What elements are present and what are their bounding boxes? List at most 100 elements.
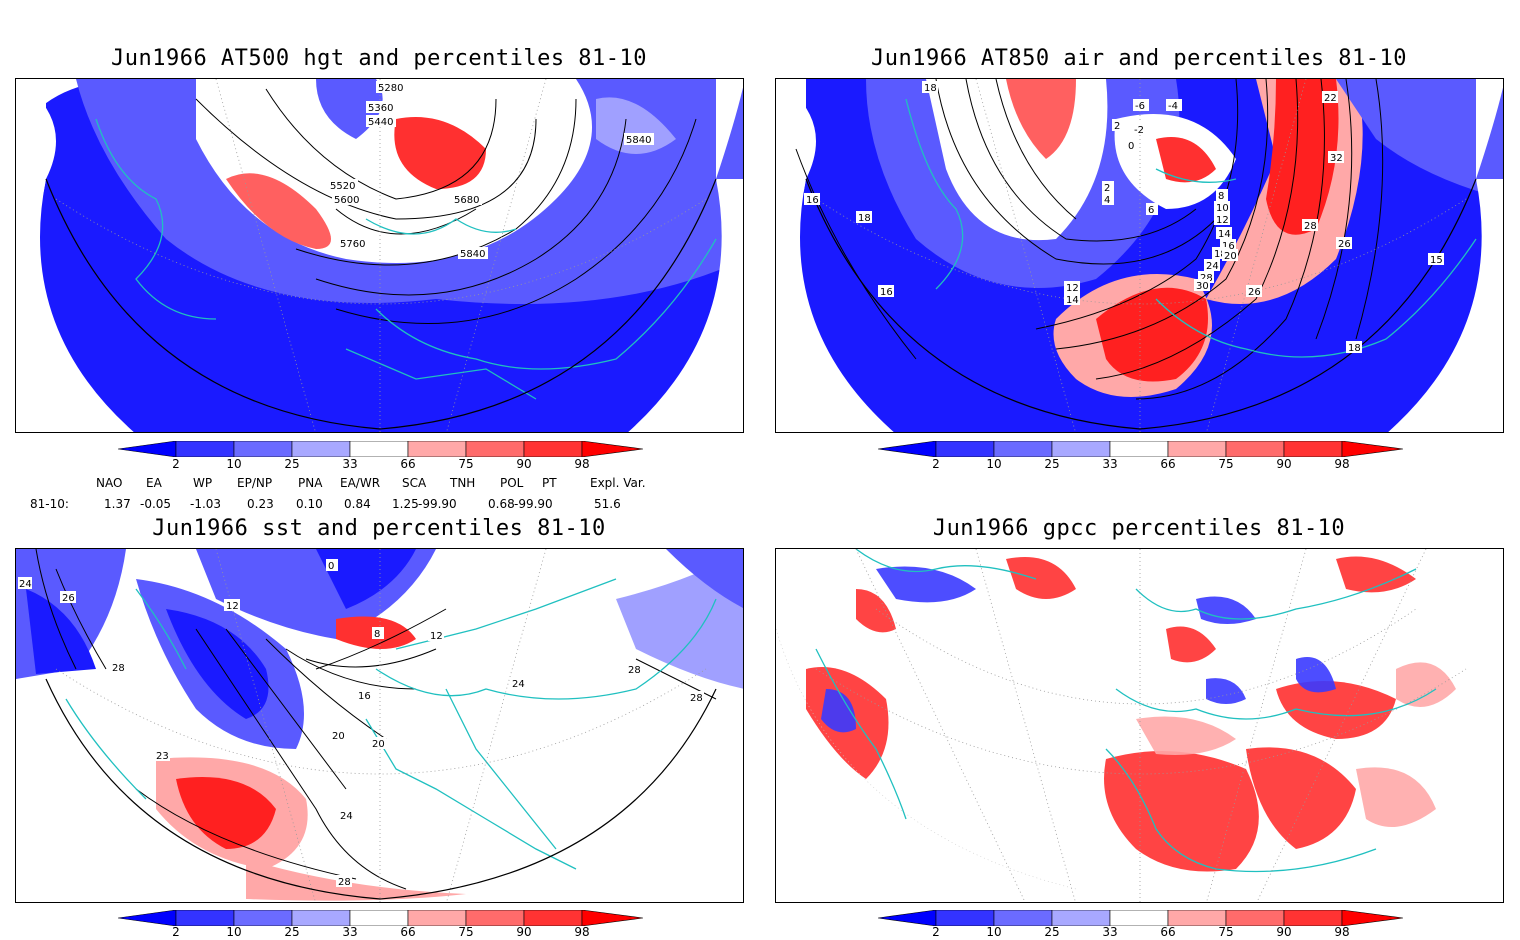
index-header: PT — [542, 476, 557, 490]
index-header: EP/NP — [237, 476, 273, 490]
colorbar-tick-label: 75 — [1218, 925, 1234, 939]
index-header: EA — [146, 476, 162, 490]
colorbar-air850: 2 10 25 33 66 75 90 98 — [877, 440, 1404, 471]
index-value: 0.84 — [344, 497, 371, 511]
colorbar-tick-label: 66 — [400, 457, 416, 471]
index-value: 1.25 — [392, 497, 419, 511]
index-value: -99.90 — [514, 497, 553, 511]
contour-label: 26 — [62, 593, 75, 604]
contour-label: 23 — [156, 751, 169, 762]
panel-title-gpcc: Jun1966 gpcc percentiles 81-10 — [932, 516, 1346, 541]
index-header: PNA — [298, 476, 323, 490]
colorbar-tick-label: 33 — [1102, 925, 1118, 939]
contour-label: 8 — [1218, 191, 1224, 202]
colorbar-tick-label: 33 — [342, 457, 358, 471]
contour-label: 16 — [358, 691, 371, 702]
contour-label: -4 — [1168, 101, 1178, 112]
contour-label: 26 — [1248, 287, 1261, 298]
colorbar-tick-label: 66 — [1160, 925, 1176, 939]
map-panel-gpcc — [775, 548, 1504, 903]
colorbar-tick-label: 25 — [284, 925, 300, 939]
contour-label: 4 — [1104, 195, 1110, 206]
contour-label: 22 — [1324, 93, 1337, 104]
contour-label: 5680 — [454, 195, 479, 206]
contour-label: 0 — [1128, 141, 1134, 152]
colorbar-swatches — [117, 440, 644, 458]
map-gpcc — [776, 549, 1503, 902]
contour-label: 24 — [19, 579, 32, 590]
colorbar-tick-label: 33 — [1102, 457, 1118, 471]
colorbar-tick-label: 25 — [1044, 457, 1060, 471]
colorbar-tick-label: 2 — [172, 925, 180, 939]
index-value: -0.05 — [140, 497, 172, 511]
contour-label: 5280 — [378, 83, 403, 94]
contour-label: 28 — [1304, 221, 1317, 232]
contour-label: 12 — [1066, 283, 1079, 294]
map-sst: 24 26 28 12 0 8 12 16 20 24 28 28 23 20 … — [16, 549, 743, 902]
index-header: EA/WR — [340, 476, 381, 490]
contour-label: 5360 — [368, 103, 393, 114]
contour-label: 5440 — [368, 117, 393, 128]
index-header: TNH — [450, 476, 476, 490]
contour-label: 10 — [1216, 203, 1229, 214]
contour-label: 6 — [1148, 205, 1154, 216]
index-value: 1.37 — [104, 497, 131, 511]
contour-label: 12 — [430, 631, 443, 642]
colorbar-tick-label: 33 — [342, 925, 358, 939]
colorbar-tick-label: 66 — [400, 925, 416, 939]
colorbar-tick-label: 98 — [1334, 457, 1350, 471]
colorbar-tick-label: 98 — [1334, 925, 1350, 939]
contour-label: 16 — [880, 287, 893, 298]
contour-label: 5520 — [330, 181, 355, 192]
colorbar-gpcc: 2 10 25 33 66 75 90 98 — [877, 909, 1404, 940]
contour-label: 2 — [1114, 121, 1120, 132]
contour-label: 2 — [1104, 183, 1110, 194]
colorbar-tick-label: 90 — [1276, 457, 1292, 471]
colorbar-tick-label: 2 — [932, 925, 940, 939]
contour-label: 5840 — [626, 135, 651, 146]
colorbar-tick-label: 90 — [516, 457, 532, 471]
colorbar-hgt500: 2 10 25 33 66 75 90 98 — [117, 440, 644, 471]
contour-label: 5760 — [340, 239, 365, 250]
colorbar-tick-label: 10 — [986, 457, 1002, 471]
colorbar-tick-label: 90 — [516, 925, 532, 939]
map-air850: 18 18 16 16 12 14 -6 -4 -2 2 0 2 4 6 8 1… — [776, 79, 1503, 432]
colorbar-tick-label: 2 — [172, 457, 180, 471]
index-value: 51.6 — [594, 497, 621, 511]
colorbar-tick-label: 66 — [1160, 457, 1176, 471]
contour-label: 20 — [1224, 251, 1237, 262]
panel-title-air850: Jun1966 AT850 air and percentiles 81-10 — [870, 46, 1408, 71]
index-value: 0.68 — [488, 497, 515, 511]
colorbar-tick-label: 10 — [226, 457, 242, 471]
contour-label: 16 — [1222, 241, 1235, 252]
index-value: -99.90 — [418, 497, 457, 511]
colorbar-tick-label: 98 — [574, 457, 590, 471]
contour-label: -6 — [1135, 101, 1145, 112]
map-panel-hgt500: 5280 5360 5440 5520 5600 5680 5760 5840 … — [15, 78, 744, 433]
colorbar-tick-label: 75 — [1218, 457, 1234, 471]
contour-label: 28 — [690, 693, 703, 704]
index-header: NAO — [96, 476, 123, 490]
colorbar-tick-label: 75 — [458, 925, 474, 939]
contour-label: 14 — [1218, 229, 1231, 240]
contour-label: 20 — [332, 731, 345, 742]
colorbar-tick-label: 90 — [1276, 925, 1292, 939]
colorbar-tick-label: 25 — [284, 457, 300, 471]
colorbar-swatches — [877, 909, 1404, 927]
index-header: POL — [500, 476, 524, 490]
contour-label: 14 — [1066, 295, 1079, 306]
contour-label: 18 — [858, 213, 871, 224]
contour-label: 18 — [1348, 343, 1361, 354]
contour-label: 24 — [1206, 261, 1219, 272]
map-panel-sst: 24 26 28 12 0 8 12 16 20 24 28 28 23 20 … — [15, 548, 744, 903]
index-value: -1.03 — [190, 497, 222, 511]
colorbar-swatches — [117, 909, 644, 927]
colorbar-tick-label: 2 — [932, 457, 940, 471]
contour-label: 28 — [112, 663, 125, 674]
contour-label: 5840 — [460, 249, 485, 260]
panel-title-sst: Jun1966 sst and percentiles 81-10 — [152, 516, 606, 541]
index-header: Expl. Var. — [590, 476, 646, 490]
colorbar-tick-label: 25 — [1044, 925, 1060, 939]
contour-label: 16 — [806, 195, 819, 206]
contour-label: 28 — [338, 877, 351, 888]
